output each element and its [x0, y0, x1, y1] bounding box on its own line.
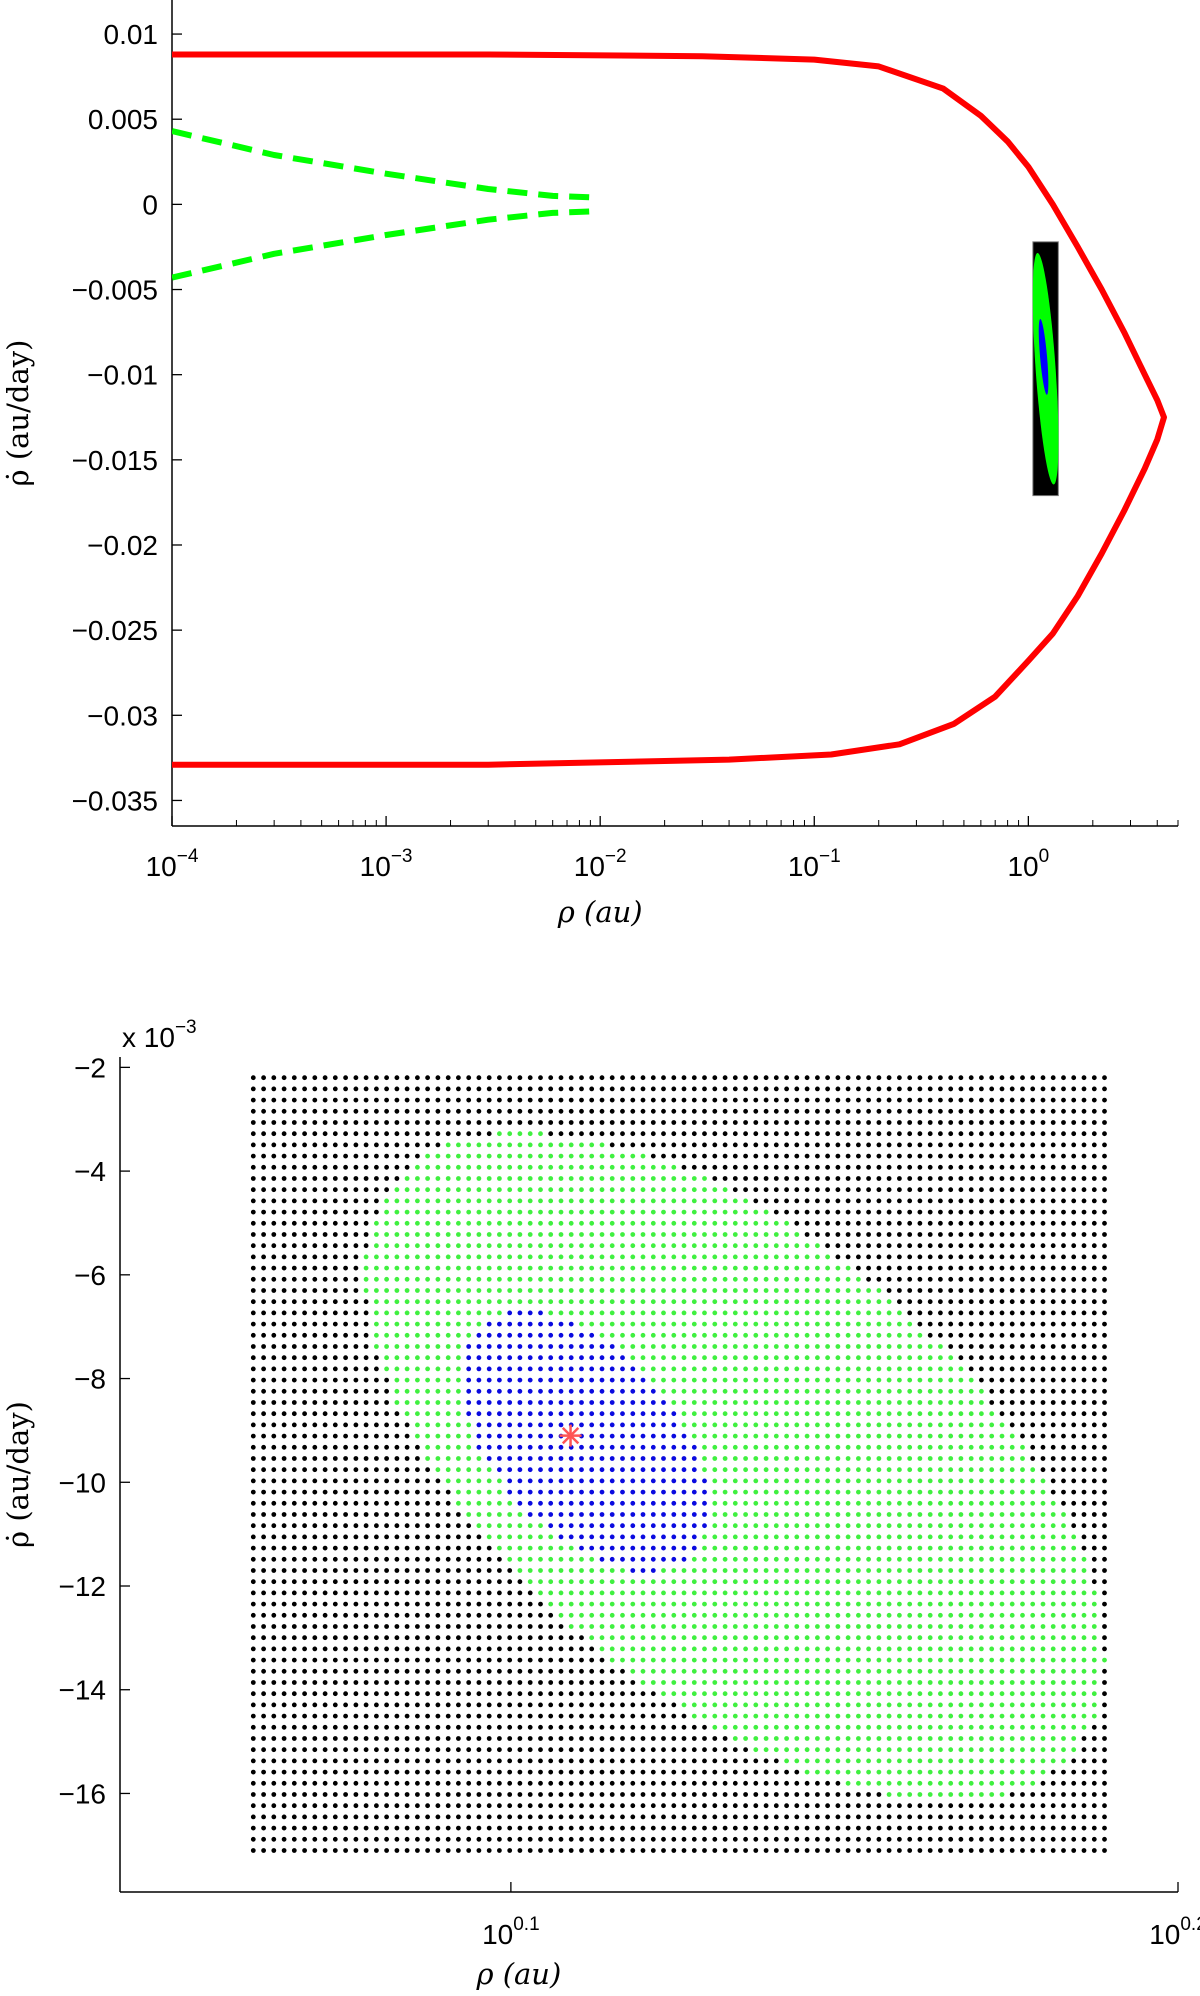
top-chart: 0.01 0.005 0 −0.005 −0.01 −0.015 −0.02 −0.025 −0… — [1, 0, 1179, 929]
green-dashed-line — [172, 128, 598, 201]
bottom-y-exponent-sup: −3 — [175, 1017, 197, 1038]
bottom-scatter-grid — [250, 1075, 1107, 1853]
bottom-y-tick-label: −12 — [59, 1571, 107, 1602]
bottom-y-tick-label: −6 — [74, 1260, 106, 1291]
bottom-y-tick-label: −14 — [59, 1675, 107, 1706]
top-x-tick-label-base: 10 — [146, 851, 177, 882]
outside-points — [250, 1075, 1107, 1853]
top-x-tick-label: 100 — [1007, 846, 1049, 882]
bottom-y-tick-label: −16 — [59, 1778, 107, 1809]
top-y-axis-label: ρ̇ (au/day) — [1, 340, 35, 487]
bottom-x-tick-label: 100.2 — [1149, 1914, 1200, 1950]
bottom-y-tick-label: −2 — [74, 1052, 106, 1083]
top-x-tick-label-exp: −4 — [177, 846, 199, 867]
top-x-tick-label: 10−3 — [360, 846, 413, 882]
nominal-marker — [559, 1424, 582, 1447]
green-dashed-line — [172, 208, 598, 281]
bottom-y-axis-label: ρ̇ (au/day) — [1, 1401, 35, 1548]
bottom-y-exponent-base: x 10 — [122, 1022, 175, 1053]
top-y-tick-label: −0.005 — [72, 275, 158, 306]
bottom-x-tick-label-exp: 0.1 — [513, 1914, 539, 1935]
top-y-tick-label: −0.035 — [72, 785, 158, 816]
bottom-y-tick-label: −4 — [74, 1156, 106, 1187]
top-x-tick-label-exp: 0 — [1039, 846, 1050, 867]
marker-stroke — [561, 1426, 580, 1445]
bottom-x-tick-label-base: 10 — [482, 1919, 513, 1950]
top-y-tick-label: 0.005 — [88, 104, 158, 135]
green-region-points — [363, 1131, 1107, 1797]
top-y-tick-label: 0 — [142, 189, 158, 220]
top-y-tick-label: 0.01 — [104, 19, 159, 50]
bottom-x-axis-label: ρ (au) — [475, 1957, 561, 1991]
top-x-tick-label: 10−4 — [146, 846, 199, 882]
top-y-tick-label: −0.03 — [87, 700, 158, 731]
top-x-axis-label: ρ (au) — [557, 895, 643, 929]
bottom-y-exponent-label: x 10−3 — [122, 1017, 197, 1053]
top-y-tick-label: −0.025 — [72, 615, 158, 646]
top-x-tick-label-base: 10 — [1007, 851, 1038, 882]
bottom-x-tick-label: 100.1 — [482, 1914, 540, 1950]
top-y-tick-label: −0.015 — [72, 445, 158, 476]
red-boundary-curve — [172, 51, 1167, 768]
bottom-y-tick-label: −10 — [59, 1467, 107, 1498]
bottom-x-tick-label-base: 10 — [1149, 1919, 1180, 1950]
top-plot-area — [172, 51, 1167, 768]
blue-region-points — [466, 1310, 707, 1573]
bottom-y-tick-label: −8 — [74, 1364, 106, 1395]
top-x-tick-label-base: 10 — [574, 851, 605, 882]
top-x-tick-label-base: 10 — [788, 851, 819, 882]
top-x-tick-label-exp: −1 — [819, 846, 841, 867]
bottom-x-tick-label-exp: 0.2 — [1180, 1914, 1200, 1935]
top-y-tick-label: −0.02 — [87, 530, 158, 561]
top-x-tick-label-exp: −3 — [391, 846, 413, 867]
top-y-tick-label: −0.01 — [87, 360, 158, 391]
top-x-tick-label-exp: −2 — [605, 846, 627, 867]
top-x-tick-label-base: 10 — [360, 851, 391, 882]
top-x-tick-label: 10−1 — [788, 846, 841, 882]
top-x-tick-label: 10−2 — [574, 846, 627, 882]
inset-blue-region — [1038, 318, 1049, 395]
